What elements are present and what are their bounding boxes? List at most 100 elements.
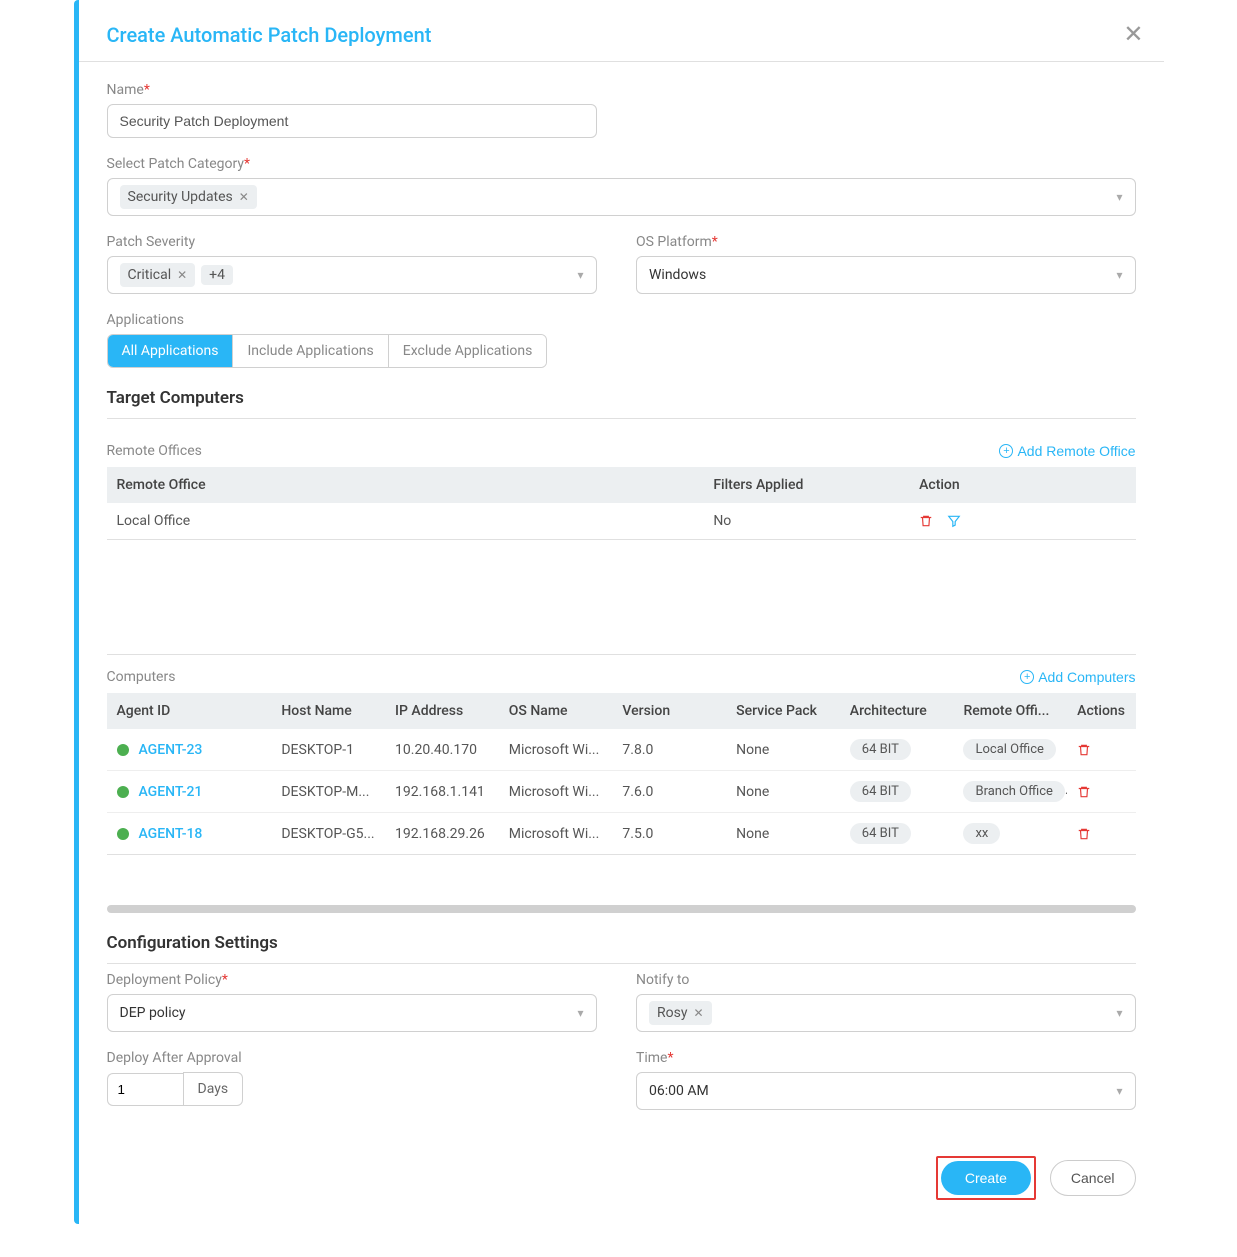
add-computers-button[interactable]: +Add Computers	[1020, 669, 1135, 685]
notify-chip[interactable]: Rosy✕	[649, 1001, 712, 1025]
computers-label: Computers	[107, 669, 176, 685]
arch-pill: 64 BIT	[850, 781, 911, 802]
modal-title: Create Automatic Patch Deployment	[107, 23, 432, 47]
chevron-down-icon: ▾	[1116, 268, 1122, 282]
time-value: 06:00 AM	[649, 1083, 709, 1099]
remote-office-pill: Local Office	[963, 739, 1055, 760]
version: 7.6.0	[612, 771, 726, 813]
col-remote-office: Remote Office	[107, 467, 704, 503]
remove-chip-icon[interactable]: ✕	[177, 268, 187, 282]
ro-name: Local Office	[107, 503, 704, 540]
col-sp: Service Pack	[726, 693, 840, 729]
agent-link[interactable]: AGENT-23	[139, 742, 203, 758]
platform-value: Windows	[649, 267, 706, 283]
computer-row: AGENT-23 DESKTOP-110.20.40.170Microsoft W…	[107, 729, 1136, 771]
time-label: Time*	[636, 1050, 1136, 1066]
remote-office-row: Local Office No	[107, 503, 1136, 540]
severity-select[interactable]: Critical✕ +4 ▾	[107, 256, 597, 294]
create-highlight: Create	[936, 1156, 1036, 1200]
delete-icon[interactable]	[1077, 826, 1091, 842]
modal-footer: Create Cancel	[79, 1138, 1164, 1224]
ip-address: 10.20.40.170	[385, 729, 499, 771]
delete-icon[interactable]	[1077, 742, 1091, 758]
notify-label: Notify to	[636, 972, 1136, 988]
delete-icon[interactable]	[919, 513, 933, 529]
computer-row: AGENT-18 DESKTOP-G5...192.168.29.26Micros…	[107, 813, 1136, 855]
deploy-policy-select[interactable]: DEP policy ▾	[107, 994, 597, 1032]
modal: Create Automatic Patch Deployment ✕ Name…	[74, 0, 1164, 1224]
platform-select[interactable]: Windows ▾	[636, 256, 1136, 294]
col-os: OS Name	[499, 693, 613, 729]
name-input[interactable]	[107, 104, 597, 138]
arch-pill: 64 BIT	[850, 823, 911, 844]
modal-body: Name* Select Patch Category* Security Up…	[79, 62, 1164, 1138]
category-chip[interactable]: Security Updates✕	[120, 185, 257, 209]
applications-tabs: All Applications Include Applications Ex…	[107, 334, 548, 368]
arch-pill: 64 BIT	[850, 739, 911, 760]
remote-office-pill: xx	[963, 823, 1000, 844]
host-name: DESKTOP-1	[271, 729, 385, 771]
agent-link[interactable]: AGENT-18	[139, 826, 203, 842]
computer-row: AGENT-21DESKTOP-M...192.168.1.141Microso…	[107, 771, 1136, 813]
host-name: DESKTOP-G5...	[271, 813, 385, 855]
version: 7.8.0	[612, 729, 726, 771]
agent-link[interactable]: AGENT-21	[139, 784, 203, 800]
tab-exclude-applications[interactable]: Exclude Applications	[388, 335, 547, 367]
filter-icon[interactable]	[947, 513, 961, 529]
status-dot	[117, 786, 129, 798]
plus-circle-icon: +	[1020, 670, 1034, 684]
chevron-down-icon: ▾	[577, 268, 583, 282]
tab-include-applications[interactable]: Include Applications	[232, 335, 387, 367]
severity-more-chip[interactable]: +4	[201, 265, 233, 285]
chevron-down-icon: ▾	[1116, 190, 1122, 204]
ro-filters: No	[703, 503, 909, 540]
severity-label: Patch Severity	[107, 234, 607, 250]
severity-chip[interactable]: Critical✕	[120, 263, 196, 287]
deploy-after-label: Deploy After Approval	[107, 1050, 607, 1066]
remove-chip-icon[interactable]: ✕	[693, 1006, 703, 1020]
chevron-down-icon: ▾	[1116, 1084, 1122, 1098]
service-pack: None	[726, 813, 840, 855]
deploy-after-input[interactable]	[107, 1073, 183, 1106]
version: 7.5.0	[612, 813, 726, 855]
status-dot	[117, 828, 129, 840]
cancel-button[interactable]: Cancel	[1050, 1160, 1136, 1196]
config-section-title: Configuration Settings	[107, 933, 1136, 964]
os-name: Microsoft Wi...	[499, 729, 613, 771]
create-button[interactable]: Create	[941, 1161, 1031, 1195]
deploy-policy-label: Deployment Policy*	[107, 972, 607, 988]
host-name: DESKTOP-M...	[271, 771, 385, 813]
modal-header: Create Automatic Patch Deployment ✕	[79, 0, 1164, 62]
os-name: Microsoft Wi...	[499, 813, 613, 855]
col-action: Action	[909, 467, 1135, 503]
deploy-policy-value: DEP policy	[120, 1005, 186, 1021]
col-host: Host Name	[271, 693, 385, 729]
col-filters: Filters Applied	[703, 467, 909, 503]
category-label: Select Patch Category*	[107, 156, 1136, 172]
remote-offices-table: Remote Office Filters Applied Action Loc…	[107, 467, 1136, 540]
chevron-down-icon: ▾	[577, 1006, 583, 1020]
col-version: Version	[612, 693, 726, 729]
delete-icon[interactable]	[1077, 784, 1091, 800]
status-dot	[117, 744, 129, 756]
time-select[interactable]: 06:00 AM ▾	[636, 1072, 1136, 1110]
notify-select[interactable]: Rosy✕ ▾	[636, 994, 1136, 1032]
col-agent: Agent ID	[107, 693, 272, 729]
os-name: Microsoft Wi...	[499, 771, 613, 813]
remote-office-pill: Branch Office	[963, 781, 1064, 802]
col-arch: Architecture	[840, 693, 954, 729]
ip-address: 192.168.29.26	[385, 813, 499, 855]
service-pack: None	[726, 771, 840, 813]
col-actions: Actions	[1067, 693, 1135, 729]
deploy-after-unit: Days	[183, 1072, 244, 1106]
col-ip: IP Address	[385, 693, 499, 729]
category-select[interactable]: Security Updates✕ ▾	[107, 178, 1136, 216]
service-pack: None	[726, 729, 840, 771]
horizontal-scrollbar[interactable]	[107, 905, 1136, 913]
computers-table: Agent ID Host Name IP Address OS Name Ve…	[107, 693, 1136, 855]
add-remote-office-button[interactable]: +Add Remote Office	[999, 443, 1135, 459]
close-button[interactable]: ✕	[1123, 20, 1143, 49]
remove-chip-icon[interactable]: ✕	[239, 190, 249, 204]
tab-all-applications[interactable]: All Applications	[108, 335, 233, 367]
name-label: Name*	[107, 82, 1136, 98]
